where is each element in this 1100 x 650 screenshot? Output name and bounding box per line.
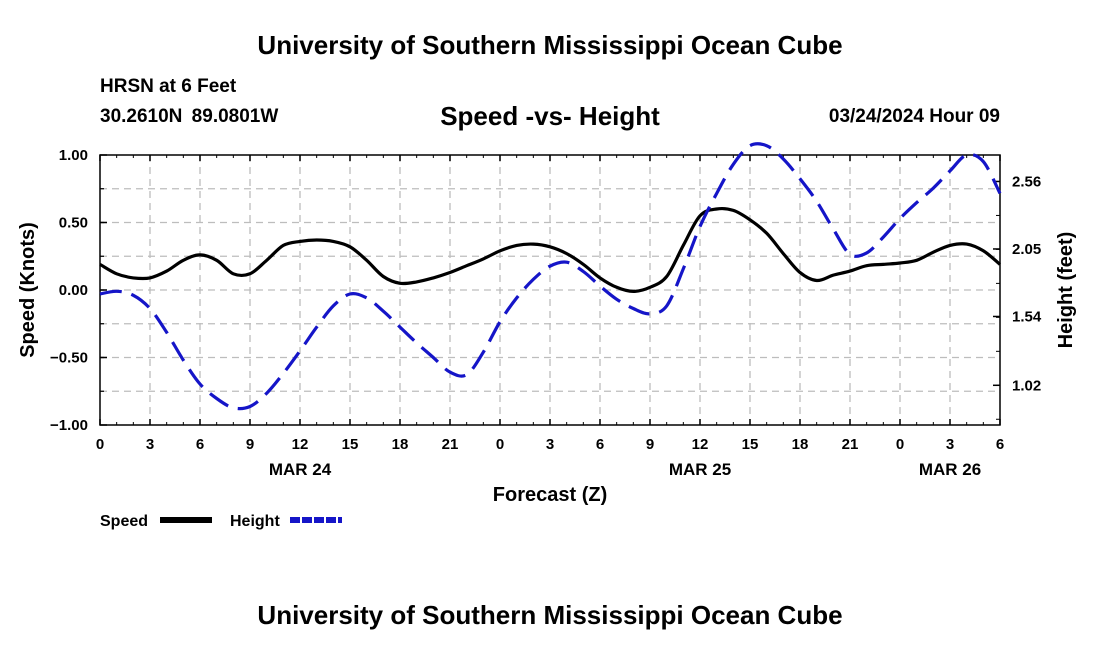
forecast-datetime: 03/24/2024 Hour 09 [828,106,1000,127]
y-right-tick-label: 2.05 [1012,241,1041,258]
series-lines [99,142,1002,411]
footer-title: University of Southern Mississippi Ocean… [257,600,843,630]
x-tick-label: 3 [946,436,954,453]
x-tick-label: 12 [692,436,709,453]
x-tick-label: 9 [246,436,254,453]
x-tick-label: 15 [742,436,759,453]
y-left-tick-label: 0.00 [59,282,88,299]
x-tick-label: 9 [646,436,654,453]
legend-label-speed: Speed [100,513,148,530]
chart-subtitle: Speed -vs- Height [440,101,660,131]
y-left-tick-label: −1.00 [50,417,88,434]
x-tick-label: 3 [546,436,554,453]
x-tick-label: 6 [996,436,1004,453]
y-left-tick-label: 1.00 [59,147,88,164]
tick-labels: 0 3 6 9 12 15 18 21 0 3 6 9 12 15 18 21 0 3 6 MAR 24 MAR 25 M… [50,147,1042,479]
x-tick-label: 21 [842,436,859,453]
y-right-tick-label: 1.02 [1012,377,1041,394]
date-label: MAR 26 [919,460,981,479]
x-tick-label: 21 [442,436,459,453]
x-tick-label: 18 [792,436,809,453]
y-axis-right-label: Height (feet) [1055,232,1077,349]
grid [100,155,1000,425]
station-label: HRSN at 6 Feet [100,76,237,97]
x-tick-label: 6 [196,436,204,453]
x-tick-label: 0 [96,436,104,453]
y-left-tick-label: 0.50 [59,215,88,232]
date-label: MAR 24 [269,460,332,479]
chart-title: University of Southern Mississippi Ocean… [257,30,843,60]
legend: Speed Height [100,513,342,530]
x-tick-label: 18 [392,436,409,453]
y-right-tick-label: 2.56 [1012,173,1041,190]
x-tick-label: 12 [292,436,309,453]
station-coordinates: 30.2610N 89.0801W [100,106,279,127]
x-tick-label: 0 [496,436,504,453]
y-right-tick-label: 1.54 [1012,308,1042,325]
x-tick-label: 6 [596,436,604,453]
x-tick-label: 0 [896,436,904,453]
axis-ticks [99,154,1001,426]
x-axis-label: Forecast (Z) [493,484,607,506]
x-tick-label: 3 [146,436,154,453]
legend-label-height: Height [230,513,280,530]
series-line-height [99,142,1002,411]
y-left-tick-label: −0.50 [50,350,88,367]
x-tick-label: 15 [342,436,359,453]
series-line-speed [99,206,1002,293]
date-label: MAR 25 [669,460,731,479]
y-axis-left-label: Speed (Knots) [17,222,39,358]
